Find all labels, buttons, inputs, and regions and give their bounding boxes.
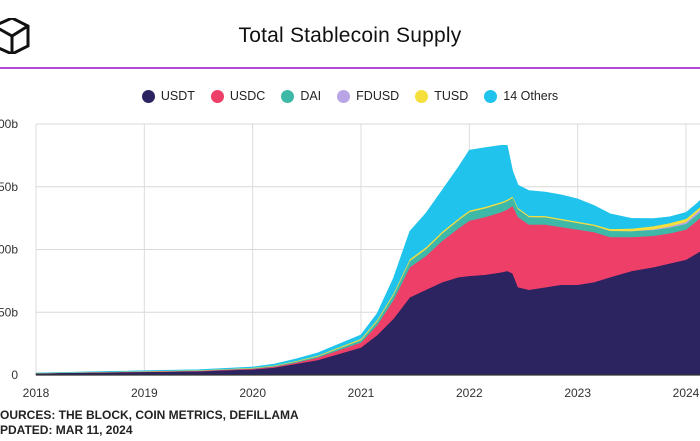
title-divider — [0, 67, 700, 69]
legend-label: FDUSD — [356, 89, 400, 103]
legend-label: 14 Others — [503, 89, 559, 103]
x-tick-label: 2023 — [564, 386, 591, 400]
stablecoin-area-chart: 0 50b 100b 150b 200b 2018 2019 2020 2021 2022 2023… — [0, 117, 700, 400]
series-area-14-others — [35, 144, 700, 374]
legend-swatch — [210, 89, 224, 103]
x-tick-label: 2022 — [456, 386, 483, 400]
page-title: Total Stablecoin Supply — [238, 24, 462, 47]
chart-footer: OURCES: THE BLOCK, COIN METRICS, DEFILLA… — [0, 408, 299, 438]
legend-label: USDT — [160, 89, 195, 103]
legend-swatch — [141, 89, 155, 103]
legend-swatch — [281, 89, 295, 103]
legend-label: TUSD — [434, 89, 469, 103]
x-tick-label: 2021 — [348, 386, 375, 400]
legend-label: USDC — [229, 89, 266, 103]
sources-note: OURCES: THE BLOCK, COIN METRICS, DEFILLA… — [0, 408, 299, 422]
x-tick-label: 2020 — [239, 386, 266, 400]
updated-note: PDATED: MAR 11, 2024 — [0, 423, 133, 437]
y-tick-label: 100b — [0, 243, 18, 257]
chart-legend: USDT USDC DAI FDUSD TUSD 14 Others — [0, 89, 700, 103]
y-tick-label: 200b — [0, 117, 18, 131]
legend-label: DAI — [300, 89, 322, 103]
y-tick-label: 50b — [0, 305, 18, 319]
x-tick-label: 2019 — [131, 386, 158, 400]
cube-icon — [0, 18, 30, 54]
y-tick-label: 150b — [0, 180, 18, 194]
y-tick-label: 0 — [11, 368, 18, 382]
legend-item-14-others: 14 Others — [484, 89, 558, 103]
legend-item-fdusd: FDUSD — [337, 89, 399, 103]
legend-item-tusd: TUSD — [415, 89, 468, 103]
legend-swatch — [337, 89, 351, 103]
legend-item-usdt: USDT — [141, 89, 195, 103]
x-tick-label: 2024 — [673, 386, 700, 400]
x-tick-label: 2018 — [23, 386, 50, 400]
legend-item-usdc: USDC — [210, 89, 266, 103]
legend-swatch — [484, 89, 498, 103]
legend-item-dai: DAI — [281, 89, 321, 103]
legend-swatch — [415, 89, 429, 103]
